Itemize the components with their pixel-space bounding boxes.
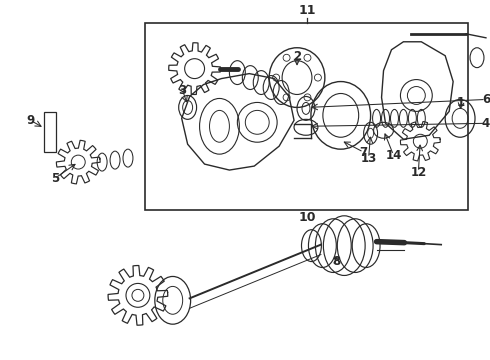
Text: 9: 9 <box>26 114 35 127</box>
Text: 6: 6 <box>482 93 490 106</box>
Text: 4: 4 <box>482 117 490 130</box>
Text: 8: 8 <box>333 255 341 268</box>
Text: 1: 1 <box>457 96 465 109</box>
Bar <box>145 23 468 210</box>
Text: 2: 2 <box>293 50 301 63</box>
Text: 13: 13 <box>361 152 377 165</box>
Text: 10: 10 <box>298 211 316 224</box>
Text: 5: 5 <box>51 171 59 185</box>
Text: 12: 12 <box>410 166 426 179</box>
Text: 11: 11 <box>298 4 316 17</box>
Bar <box>45 112 56 152</box>
Text: 14: 14 <box>385 149 402 162</box>
Text: 3: 3 <box>179 84 187 97</box>
Text: 7: 7 <box>360 146 368 159</box>
